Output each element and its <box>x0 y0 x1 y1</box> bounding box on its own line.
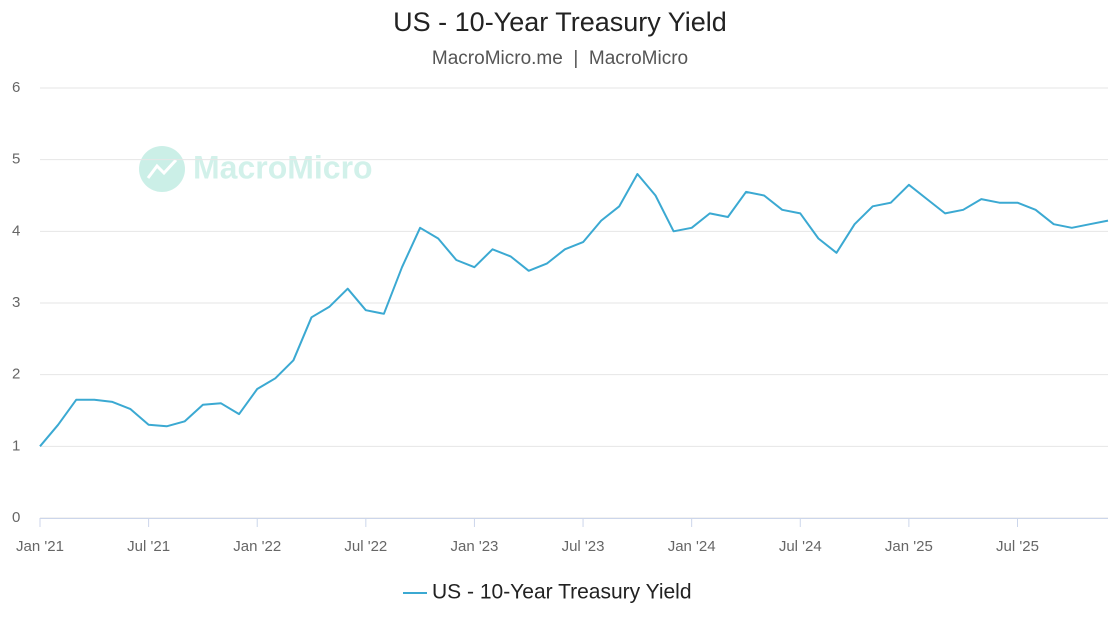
chart-subtitle: MacroMicro.me | MacroMicro <box>432 48 688 69</box>
chart-title: US - 10-Year Treasury Yield <box>393 7 727 37</box>
y-tick-label: 2 <box>12 366 20 383</box>
legend-label: US - 10-Year Treasury Yield <box>432 581 692 604</box>
y-tick-label: 0 <box>12 509 20 526</box>
y-tick-label: 5 <box>12 151 20 168</box>
x-tick-label: Jul '24 <box>779 538 822 555</box>
x-tick-label: Jan '21 <box>16 538 64 555</box>
y-tick-label: 3 <box>12 294 20 311</box>
x-tick-label: Jan '25 <box>885 538 933 555</box>
x-tick-label: Jan '22 <box>233 538 281 555</box>
watermark-logo <box>139 146 185 192</box>
y-tick-label: 1 <box>12 437 20 454</box>
x-tick-label: Jul '22 <box>344 538 387 555</box>
watermark: MacroMicro <box>193 149 373 185</box>
y-tick-label: 4 <box>12 222 20 239</box>
x-tick-label: Jul '23 <box>562 538 605 555</box>
line <box>39 173 1109 447</box>
x-tick-label: Jul '25 <box>996 538 1039 555</box>
x-tick-label: Jan '24 <box>668 538 716 555</box>
y-tick-label: 6 <box>12 79 20 96</box>
x-tick-label: Jan '23 <box>450 538 498 555</box>
x-tick-label: Jul '21 <box>127 538 170 555</box>
